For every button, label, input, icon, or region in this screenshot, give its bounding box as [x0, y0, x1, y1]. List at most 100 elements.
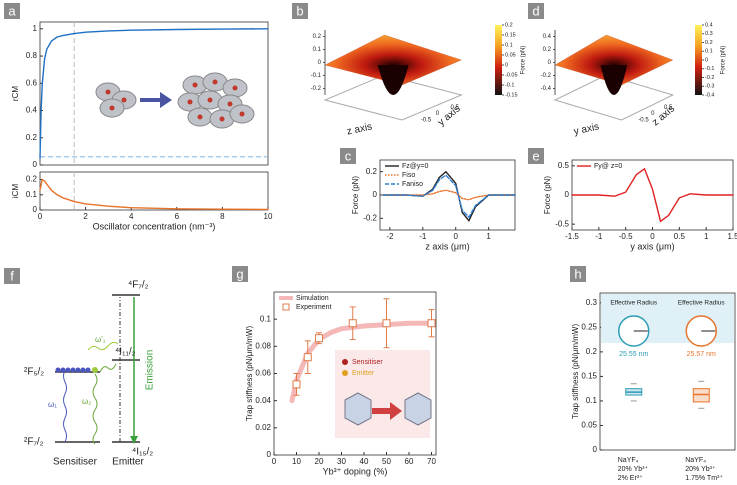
y-axis-label: rCM: [11, 86, 20, 101]
plot-frame: [39, 171, 269, 211]
z-tick-label: 0: [548, 60, 552, 66]
legend-label: Simulation: [296, 295, 329, 302]
y-tick-label: 0: [565, 190, 570, 199]
colorbar: [695, 25, 702, 95]
legend-label: Fiso: [402, 172, 415, 179]
floor-tick-label: 0: [436, 111, 440, 117]
omega-label: ω'₁: [95, 335, 106, 344]
category-label: 20% Yb³⁺: [685, 465, 716, 473]
x-axis-label: z axis (μm): [425, 241, 469, 251]
x-tick-label: 70: [427, 457, 436, 466]
x-tick-label: -2: [386, 232, 394, 241]
surface: [554, 34, 674, 86]
y-axis-label: Trap stiffness (pN/μm/mW): [245, 326, 254, 422]
inset-arrow: [372, 402, 402, 420]
z-tick-label: 0: [318, 60, 322, 66]
panel-label: f: [10, 268, 14, 283]
data-point: [348, 319, 357, 328]
legend-label: Faniso: [402, 181, 423, 188]
y-tick-label: 0.04: [255, 396, 271, 405]
colorbar-tick-label: 0.15: [505, 32, 516, 38]
sensitiser-label: Sensitiser: [53, 457, 98, 468]
inset-crystal: [404, 392, 432, 426]
y-tick-label: -0.2: [363, 213, 377, 222]
y-axis-label: Force (pN): [543, 176, 552, 215]
x-tick-label: 2: [83, 212, 88, 221]
category-label: NaYF₄: [685, 457, 706, 464]
legend-label: Experiment: [296, 304, 331, 311]
x-tick-label: 0: [38, 212, 43, 221]
data-line: [382, 174, 516, 219]
axis-label: z axis: [346, 121, 373, 137]
emitter-label: Emitter: [112, 457, 144, 468]
panel-label-box: [570, 266, 586, 282]
inset-radius-label: 25.57 nm: [687, 351, 716, 358]
x-tick-label: -0.5: [619, 232, 633, 241]
x-tick-label: -1: [419, 232, 427, 241]
y-tick-label: 0.1: [260, 314, 272, 323]
y-tick-label: 0.6: [26, 78, 38, 87]
x-tick-label: 1.5: [727, 232, 737, 241]
colorbar-tick-label: 0.1: [705, 49, 713, 55]
panel-label-box: [292, 3, 308, 19]
data-line: [39, 28, 269, 159]
plot-frame: [599, 292, 736, 451]
panel-label: a: [8, 3, 16, 18]
surface-floor: [323, 74, 463, 121]
level-label: ⁴I₁₅/₂: [132, 447, 153, 458]
y-tick-label: 0.5: [558, 161, 570, 170]
surface: [324, 34, 462, 86]
x-tick-label: 4: [129, 212, 134, 221]
x-tick-label: 10: [264, 212, 273, 221]
legend-label: Fz@y=0: [402, 163, 428, 170]
inset-label: Emitter: [352, 370, 375, 377]
y-tick-label: 0: [33, 205, 38, 214]
illustration-a: [95, 72, 255, 129]
panel-label: c: [345, 148, 352, 163]
y-tick-label: 0.1: [586, 396, 598, 405]
category-label: 2% Er³⁺: [618, 474, 643, 482]
colorbar-tick-label: -0.4: [705, 92, 714, 98]
data-point: [303, 353, 312, 362]
x-tick-label: 0: [650, 232, 655, 241]
data-line: [289, 320, 434, 404]
colorbar-label: Force (pN): [721, 46, 727, 75]
colorbar-tick-label: -0.3: [705, 84, 714, 90]
colorbar-label: Force (pN): [521, 46, 527, 75]
data-point: [427, 319, 436, 328]
inset-radius-label: 25.55 nm: [619, 351, 648, 358]
y-tick-label: 1: [33, 24, 38, 33]
data-point: [315, 334, 323, 343]
y-tick-label: 0.05: [581, 421, 597, 430]
category-label: 20% Yb³⁺: [618, 465, 649, 473]
y-tick-label: 0: [373, 190, 378, 199]
x-tick-label: 10: [292, 457, 301, 466]
panel-label: d: [532, 3, 539, 18]
x-tick-label: 0: [454, 232, 459, 241]
level-label: ⁴I₁₁/₂: [115, 347, 136, 358]
plot-frame: [39, 21, 269, 166]
floor-tick-label: -0.5: [421, 117, 432, 123]
level-label: ⁴F₇/₂: [128, 280, 149, 291]
colorbar-tick-label: 0.2: [505, 22, 513, 28]
data-point: [382, 319, 391, 328]
panel-label-box: [340, 148, 356, 164]
x-tick-label: 0: [272, 457, 277, 466]
y-tick-label: 0: [593, 445, 598, 454]
colorbar-tick-label: 0.4: [705, 22, 713, 28]
omega-label: ω₂: [82, 397, 91, 406]
colorbar-tick-label: 0.2: [705, 40, 713, 46]
panel-label: g: [236, 266, 243, 281]
surface-floor: [553, 74, 675, 121]
y-axis-label: Trap stiffness (pN/μm/mW): [571, 324, 580, 420]
x-tick-label: 50: [382, 457, 391, 466]
x-tick-label: 6: [175, 212, 180, 221]
y-tick-label: 0.8: [26, 51, 38, 60]
x-tick-label: 8: [220, 212, 225, 221]
surface-dip: [377, 65, 409, 95]
z-tick-label: 0.4: [543, 34, 552, 40]
inset-title: Effective Radius: [678, 300, 726, 307]
floor-tick-label: 0.5: [451, 105, 460, 111]
data-point: [292, 380, 301, 389]
y-tick-label: 0.4: [26, 106, 38, 115]
